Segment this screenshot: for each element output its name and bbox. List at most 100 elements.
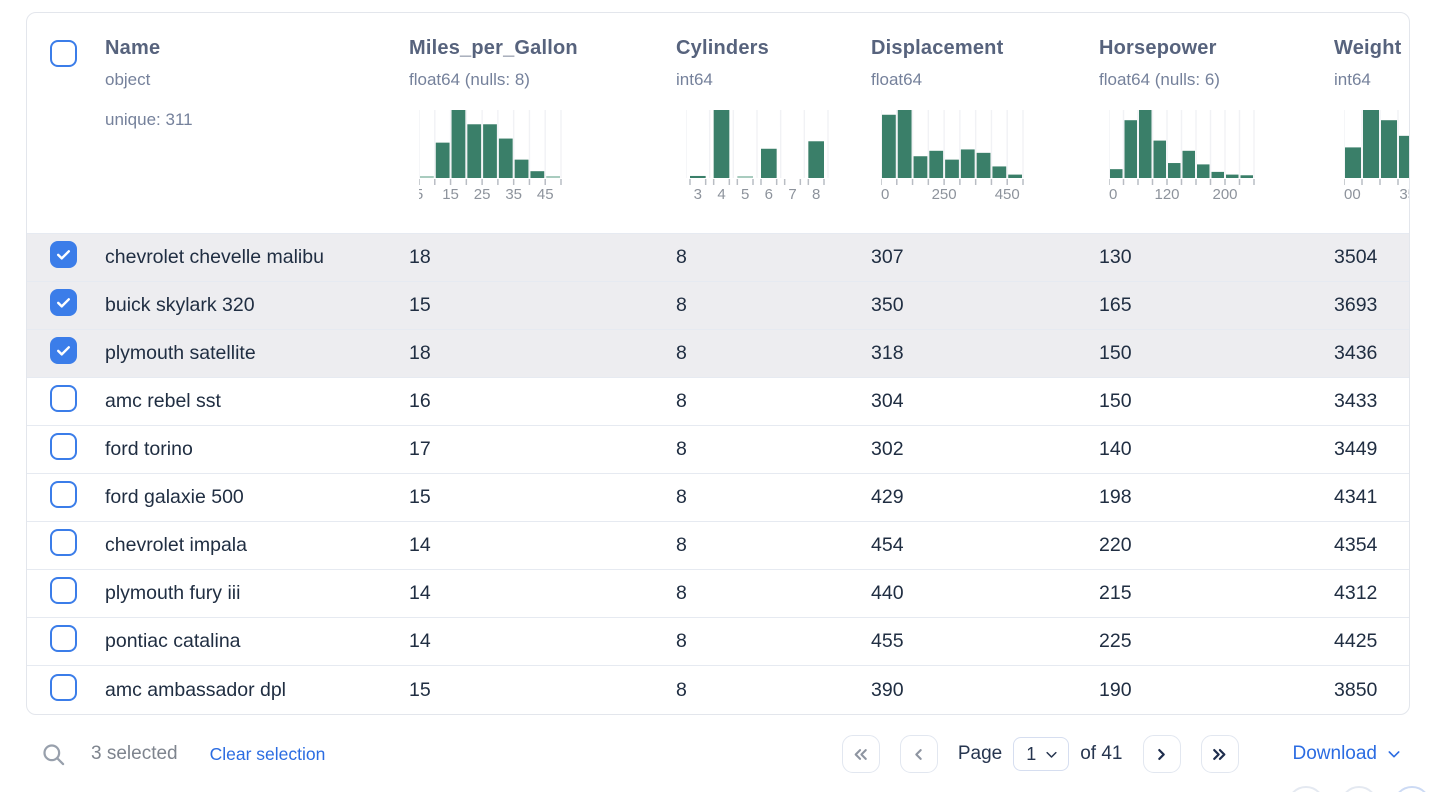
column-unique-count: unique: 311 [105, 110, 193, 129]
table-row: amc rebel sst 16 8 304 150 3433 [27, 378, 1409, 426]
cell-weight: 3436 [1334, 342, 1378, 364]
cell-weight: 4425 [1334, 630, 1378, 652]
table-row: amc ambassador dpl 15 8 390 190 3850 [27, 666, 1409, 714]
svg-text:4: 4 [717, 186, 725, 203]
cell-mpg: 15 [409, 486, 431, 508]
svg-text:15: 15 [442, 186, 459, 203]
row-checkbox[interactable] [50, 289, 77, 316]
weight-histogram[interactable]: 1500 3500 [1344, 110, 1410, 205]
column-title: Miles_per_Gallon [409, 37, 578, 59]
row-checkbox[interactable] [50, 673, 77, 701]
download-label: Download [1292, 743, 1378, 764]
header-cell-select [27, 13, 105, 233]
cell-weight: 4312 [1334, 582, 1378, 604]
cell-weight: 3504 [1334, 246, 1378, 268]
column-dtype: int64 [1334, 70, 1371, 89]
page-select[interactable]: 1 [1013, 737, 1070, 771]
cell-mpg: 18 [409, 342, 431, 364]
check-icon [56, 346, 71, 356]
row-checkbox[interactable] [50, 481, 77, 508]
svg-text:8: 8 [812, 186, 820, 203]
cell-mpg: 14 [409, 630, 431, 652]
row-checkbox[interactable] [50, 241, 77, 268]
cell-name: amc rebel sst [105, 390, 221, 412]
mpg-histogram[interactable]: 5 15 25 35 45 [419, 110, 569, 205]
cell-name: ford galaxie 500 [105, 486, 244, 508]
row-checkbox[interactable] [50, 433, 77, 460]
cell-mpg: 14 [409, 534, 431, 556]
svg-text:5: 5 [741, 186, 749, 203]
check-icon [56, 298, 71, 308]
cell-horsepower: 165 [1099, 294, 1132, 316]
page-label: Page [957, 743, 1003, 764]
select-all-checkbox[interactable] [50, 40, 77, 67]
chevron-right-icon [1158, 748, 1165, 760]
row-checkbox[interactable] [50, 385, 77, 412]
svg-text:3500: 3500 [1399, 186, 1410, 203]
svg-text:450: 450 [995, 186, 1020, 203]
chevrons-left-icon [854, 748, 868, 760]
header-cell-name: Name object unique: 311 [105, 13, 409, 233]
cell-mpg: 15 [409, 678, 431, 701]
svg-text:25: 25 [474, 186, 491, 203]
cell-name: plymouth satellite [105, 342, 256, 364]
last-page-button[interactable] [1200, 735, 1239, 773]
svg-text:250: 250 [932, 186, 957, 203]
chevron-down-icon [1046, 751, 1057, 758]
cell-cylinders: 8 [676, 390, 687, 412]
cell-weight: 3693 [1334, 294, 1378, 316]
check-icon [56, 250, 71, 260]
column-dtype: object [105, 70, 151, 89]
chevron-left-icon [915, 748, 923, 760]
cell-horsepower: 225 [1099, 630, 1132, 652]
cell-horsepower: 215 [1099, 582, 1132, 604]
first-page-button[interactable] [841, 735, 880, 773]
cell-cylinders: 8 [676, 630, 687, 652]
cell-cylinders: 8 [676, 342, 687, 364]
chevrons-right-icon [1213, 748, 1226, 760]
cell-displacement: 350 [871, 294, 904, 316]
cell-horsepower: 140 [1099, 438, 1132, 460]
download-menu[interactable]: Download [1293, 743, 1403, 765]
cell-cylinders: 8 [676, 582, 687, 604]
table-row: buick skylark 320 15 8 350 165 3693 [27, 282, 1409, 330]
cell-mpg: 18 [409, 246, 431, 268]
cell-name: chevrolet chevelle malibu [105, 246, 324, 268]
next-page-button[interactable] [1142, 735, 1181, 773]
cell-name: plymouth fury iii [105, 582, 241, 604]
displacement-histogram[interactable]: 50 250 450 [881, 110, 1031, 205]
row-checkbox[interactable] [50, 577, 77, 604]
cell-horsepower: 130 [1099, 246, 1132, 268]
table-row: ford galaxie 500 15 8 429 198 4341 [27, 474, 1409, 522]
cell-horsepower: 150 [1099, 342, 1132, 364]
column-title: Horsepower [1099, 37, 1217, 59]
cell-cylinders: 8 [676, 438, 687, 460]
cell-displacement: 455 [871, 630, 904, 652]
row-checkbox[interactable] [50, 625, 77, 652]
cell-weight: 3449 [1334, 438, 1378, 460]
cell-cylinders: 8 [676, 486, 687, 508]
cell-name: amc ambassador dpl [105, 678, 287, 701]
cell-displacement: 390 [871, 678, 904, 701]
search-icon[interactable] [40, 741, 67, 768]
column-title: Displacement [871, 37, 1004, 59]
table-row: ford torino 17 8 302 140 3449 [27, 426, 1409, 474]
row-checkbox[interactable] [50, 529, 77, 556]
clear-selection-link[interactable]: Clear selection [209, 743, 326, 764]
cell-weight: 3433 [1334, 390, 1378, 412]
horsepower-histogram[interactable]: 40 120 200 [1109, 110, 1262, 205]
cell-mpg: 15 [409, 294, 431, 316]
page-total: of 41 [1080, 743, 1123, 764]
cell-horsepower: 190 [1099, 678, 1132, 701]
cell-horsepower: 150 [1099, 390, 1132, 412]
header-cell-displacement: Displacement float64 50 250 450 [871, 13, 1099, 233]
column-dtype: float64 (nulls: 8) [409, 70, 530, 89]
table-footer: 3 selected Clear selection Page 1 of 41 [0, 716, 1436, 792]
cell-displacement: 429 [871, 486, 904, 508]
row-checkbox[interactable] [50, 337, 77, 364]
header-cell-weight: Weight int64 1500 3500 [1334, 13, 1410, 233]
prev-page-button[interactable] [899, 735, 938, 773]
cell-name: chevrolet impala [105, 534, 247, 556]
svg-text:45: 45 [537, 186, 554, 203]
